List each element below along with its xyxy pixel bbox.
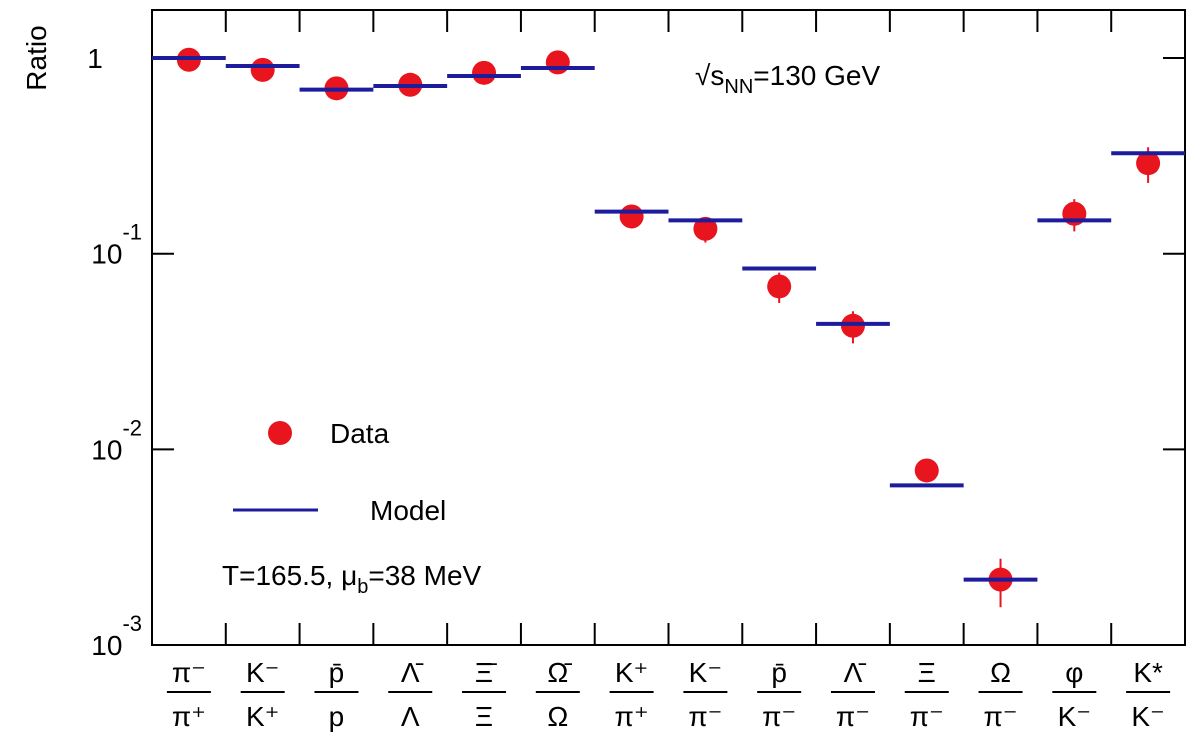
x-tick-numerator: Ξ̄: [475, 657, 497, 688]
data-point: [619, 204, 644, 229]
y-tick-exponent: -3: [122, 611, 142, 636]
y-tick-label: 10-1: [91, 220, 142, 270]
x-tick-denominator: K⁺: [246, 701, 279, 732]
legend-label: Model: [370, 495, 446, 526]
x-tick-denominator: Ξ: [475, 701, 493, 732]
x-tick-denominator: Λ: [401, 701, 420, 732]
parameters-suffix: =38 MeV: [368, 560, 481, 591]
x-tick-denominator: π⁻: [910, 701, 944, 732]
x-tick-numerator: p̄: [771, 657, 787, 688]
parameters-subscript: b: [357, 576, 368, 598]
parameters-prefix: T=165.5, μ: [222, 560, 357, 591]
legend-marker: [268, 421, 292, 445]
y-tick-label: 1: [87, 43, 103, 74]
x-tick-denominator: π⁻: [983, 701, 1017, 732]
y-tick-base: 10: [91, 630, 122, 661]
parameters-label: T=165.5, μb=38 MeV: [222, 560, 482, 598]
x-tick-numerator: K⁻: [246, 657, 279, 688]
x-tick-denominator: π⁺: [615, 701, 649, 732]
data-point: [250, 57, 275, 82]
y-tick-exponent: -1: [122, 220, 142, 245]
y-tick-label: 10-2: [91, 415, 142, 465]
data-point: [472, 60, 497, 85]
x-tick-numerator: K*: [1133, 657, 1163, 688]
energy-subscript: NN: [724, 76, 753, 98]
x-tick-denominator: K⁻: [1058, 701, 1091, 732]
data-point: [1136, 151, 1161, 176]
y-tick-exponent: -2: [122, 415, 142, 440]
x-tick-numerator: Λ̄: [844, 657, 867, 688]
x-tick-denominator: π⁺: [172, 701, 206, 732]
energy-prefix: √s: [695, 60, 724, 91]
x-tick-numerator: p̄: [329, 657, 345, 688]
x-tick-numerator: K⁺: [615, 657, 648, 688]
x-tick-denominator: p: [329, 701, 345, 732]
energy-suffix: =130 GeV: [753, 60, 880, 91]
data-point: [545, 50, 570, 75]
data-point: [914, 458, 939, 483]
x-tick-numerator: Ω̄: [547, 657, 572, 688]
x-tick-denominator: Ω: [547, 701, 568, 732]
x-tick-denominator: π⁻: [836, 701, 870, 732]
x-tick-denominator: π⁻: [688, 701, 722, 732]
energy-label: √sNN=130 GeV: [695, 60, 880, 98]
y-tick-base: 10: [91, 434, 122, 465]
x-tick-denominator: π⁻: [762, 701, 796, 732]
x-tick-numerator: Ξ: [918, 657, 936, 688]
plot-frame: [151, 9, 1186, 646]
y-tick-base: 10: [91, 239, 122, 270]
legend-label: Data: [330, 418, 390, 449]
data-point: [767, 274, 792, 299]
y-tick-label: 10-3: [91, 611, 142, 661]
x-tick-denominator: K⁻: [1131, 701, 1164, 732]
x-tick-numerator: K⁻: [689, 657, 722, 688]
x-tick-numerator: Λ̄: [401, 657, 424, 688]
x-tick-numerator: φ: [1065, 657, 1083, 688]
x-tick-numerator: Ω: [990, 657, 1011, 688]
data-point: [693, 216, 718, 241]
x-tick-numerator: π⁻: [172, 657, 206, 688]
y-axis-label: Ratio: [21, 25, 52, 90]
